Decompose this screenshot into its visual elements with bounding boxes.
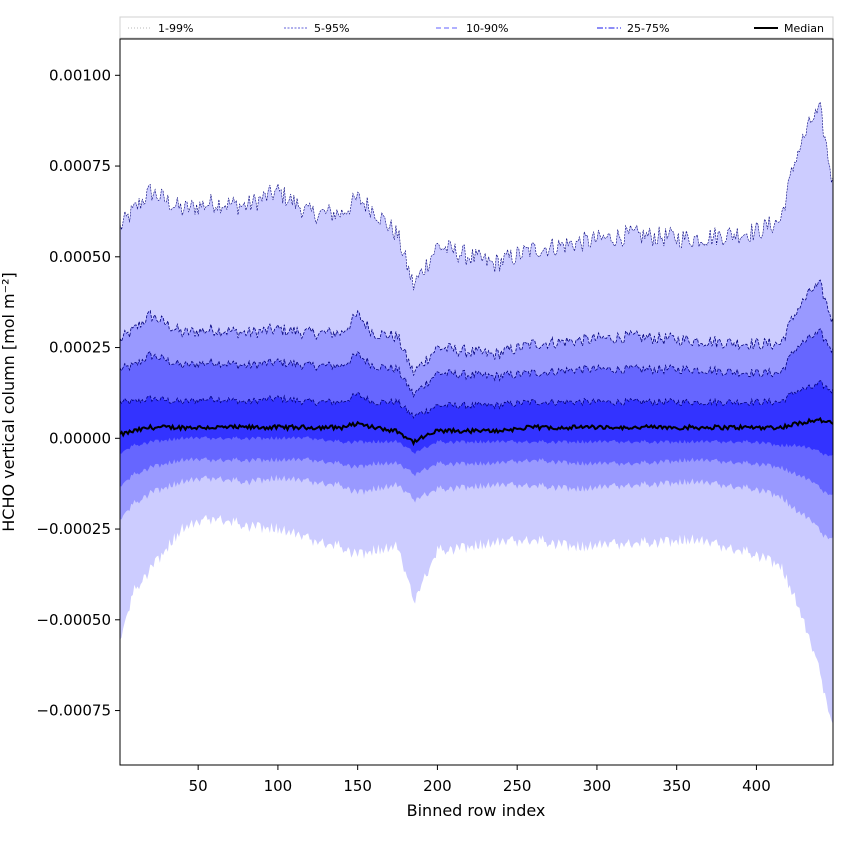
x-tick-label: 300 <box>583 777 612 795</box>
legend-box <box>119 16 834 39</box>
x-axis-label: Binned row index <box>407 801 546 820</box>
band-5-95%-upper-line <box>120 279 833 376</box>
x-tick-label: 200 <box>423 777 452 795</box>
plot-frame <box>119 38 834 766</box>
y-axis-label: HCHO vertical column [mol m⁻²] <box>0 272 18 531</box>
y-tick-label: 0.00050 <box>49 248 111 266</box>
legend-label-10-90%: 10-90% <box>466 22 508 35</box>
x-tick-label: 350 <box>662 777 691 795</box>
y-tick-label: 0.00075 <box>49 157 111 175</box>
legend-label-25-75%: 25-75% <box>627 22 669 35</box>
y-tick-label: −0.00075 <box>36 702 111 720</box>
legend-label-5-95%: 5-95% <box>314 22 349 35</box>
median-layer <box>120 416 833 447</box>
x-tick-label: 250 <box>503 777 532 795</box>
band-25-75%-fill <box>120 380 833 457</box>
x-tick-label: 400 <box>742 777 771 795</box>
x-axis-ticks: 50 100 150 200 250 300 350 400 <box>189 765 771 795</box>
x-tick-label: 150 <box>343 777 372 795</box>
x-tick-label: 50 <box>189 777 208 795</box>
legend-label-1-99%: 1-99% <box>158 22 193 35</box>
y-tick-label: 0.00100 <box>49 66 111 84</box>
y-tick-label: 0.00000 <box>49 429 111 447</box>
y-tick-label: 0.00025 <box>49 339 111 357</box>
y-tick-label: −0.00050 <box>36 611 111 629</box>
legend-label-Median: Median <box>784 22 824 35</box>
x-tick-label: 100 <box>264 777 293 795</box>
band-1-99%-upper-line <box>120 101 833 291</box>
band-10-90%-upper-line <box>120 328 833 398</box>
y-axis-ticks: −0.00075 −0.00050 −0.00025 0.00000 0.00025 0.… <box>36 66 120 720</box>
y-tick-label: −0.00025 <box>36 520 111 538</box>
median-line <box>120 416 833 447</box>
legend: 1-99% 5-95% 10-90% 25-75% Median <box>119 16 834 39</box>
bands-layer <box>120 101 833 725</box>
band-25-75%-upper-line <box>120 380 833 419</box>
